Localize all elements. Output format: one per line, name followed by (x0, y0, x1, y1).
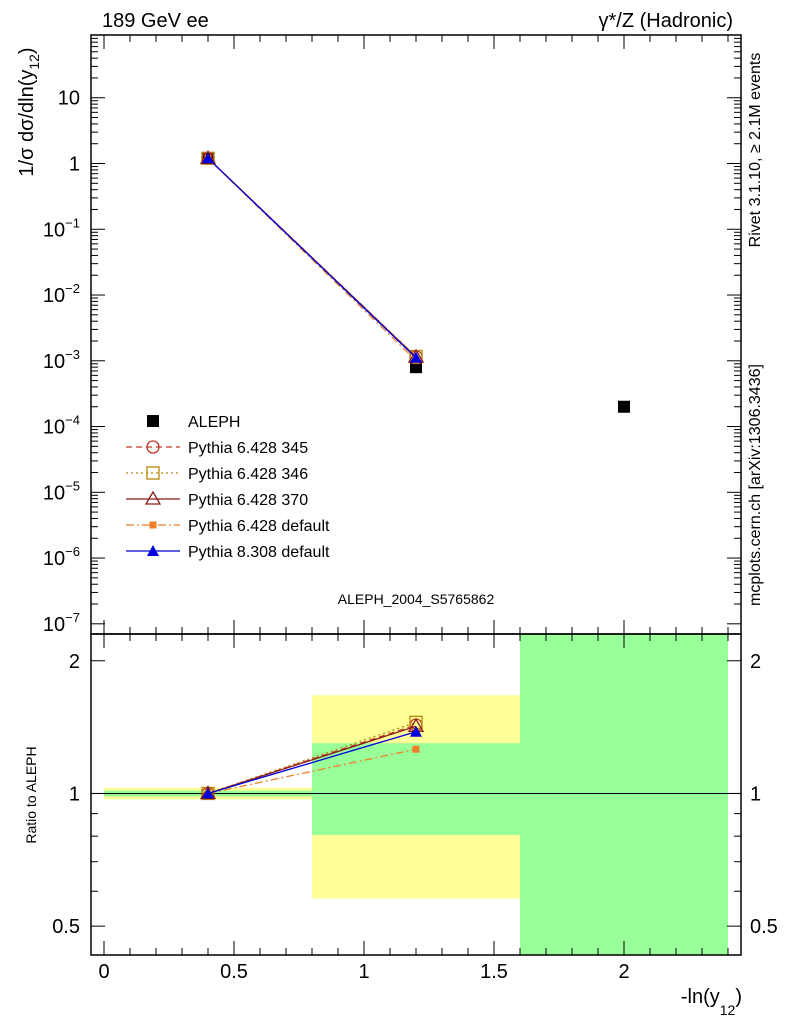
data-point-5-1 (410, 351, 422, 363)
x-tick-label: 1.5 (480, 961, 508, 983)
legend-marker-5 (147, 545, 159, 556)
main-y-tick-label: 10−5 (43, 478, 80, 504)
x-tick-label: 2 (618, 961, 629, 983)
legend-entry-label: ALEPH (188, 414, 240, 431)
mcplots-label: mcplots.cern.ch [arXiv:1306.3436] (747, 364, 764, 606)
ratio-y-tick-label-right: 1 (750, 783, 761, 805)
ratio-y-tick-label: 1 (69, 783, 80, 805)
legend: ALEPH Pythia 6.428 345 Pythia 6.428 346 Pyt… (126, 414, 330, 561)
legend-entry-label: Pythia 6.428 370 (188, 492, 308, 509)
series-line-5 (207, 157, 417, 359)
legend-marker-4 (149, 521, 157, 529)
band-green-1 (312, 743, 520, 835)
uncertainty-bands (104, 634, 728, 955)
legend-marker-3 (144, 490, 162, 505)
series-line-2 (207, 725, 417, 795)
x-label-text: -ln(y12) (681, 986, 742, 1018)
data-point-5-0 (202, 152, 214, 164)
legend-entry-label: Pythia 6.428 346 (188, 466, 308, 483)
header-left: 189 GeV ee (102, 10, 209, 32)
legend-entry-label: Pythia 8.308 default (188, 544, 330, 561)
main-y-tick-label: 10 (58, 88, 80, 110)
x-tick-label: 0 (98, 961, 109, 983)
band-green-2 (520, 634, 728, 955)
main-y-tick-label: 10−4 (43, 413, 80, 439)
data-point-4-0 (202, 787, 214, 799)
ratio-y-tick-label-right: 2 (750, 651, 761, 673)
legend-entry-label: Pythia 6.428 345 (188, 440, 308, 457)
ratio-y-axis-label: Ratio to ALEPH (23, 746, 39, 843)
analysis-watermark: ALEPH_2004_S5765862 (338, 591, 495, 607)
rivet-version-label: Rivet 3.1.10, ≥ 2.1M events (747, 53, 764, 248)
main-y-tick-label: 10−7 (43, 610, 80, 636)
main-y-tick-label: 10−2 (43, 281, 80, 307)
x-tick-label: 0.5 (220, 961, 248, 983)
main-series-layer (199, 150, 630, 413)
main-y-tick-label: 10−3 (43, 347, 80, 373)
data-point-0-2 (618, 400, 630, 413)
x-axis-label: -ln(y12) (681, 986, 742, 1018)
legend-entry-label: Pythia 6.428 default (188, 518, 330, 535)
series-line-3 (207, 748, 417, 795)
legend-marker-0 (147, 415, 159, 427)
main-y-tick-label: 1 (69, 154, 80, 176)
main-y-tick-label: 10−6 (43, 544, 80, 570)
ratio-y-tick-label-right: 0.5 (750, 916, 778, 938)
legend-marker-1 (146, 440, 160, 454)
data-point-4-1 (410, 725, 422, 737)
ratio-y-tick-label: 0.5 (52, 916, 80, 938)
header-right: γ*/Z (Hadronic) (599, 10, 733, 32)
ratio-series-layer (199, 715, 425, 801)
main-y-axis-label: 1/σ dσ/dln(y12) (16, 47, 42, 176)
series-line-0 (207, 724, 417, 795)
data-point-3-1 (412, 745, 420, 753)
series-line-4 (207, 731, 417, 795)
data-point-0-1 (410, 361, 422, 374)
x-tick-label: 1 (358, 961, 369, 983)
ratio-y-tick-label: 2 (69, 651, 80, 673)
main-y-label-text: 1/σ dσ/dln(y12) (16, 47, 42, 176)
main-y-tick-label: 10−1 (43, 215, 80, 241)
axis-ticks: 0 0.5 1 1.5 2 10 1 10−1 10−2 10−3 10−4 10−5 10−6 10−7… (43, 34, 778, 983)
legend-marker-2 (146, 466, 160, 480)
